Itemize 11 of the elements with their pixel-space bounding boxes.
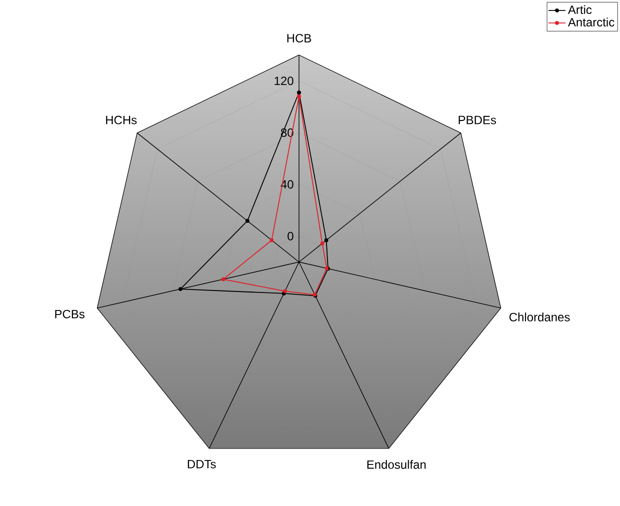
- spoke-label: HCHs: [106, 116, 137, 124]
- spoke-label: PBDEs: [458, 116, 496, 124]
- spoke-label: Chlordanes: [509, 312, 570, 322]
- y-tick-label: 0: [288, 232, 294, 240]
- spoke-label: DDTs: [188, 460, 216, 468]
- legend-label: Antarctic: [568, 18, 614, 26]
- spoke-label: PCBs: [55, 310, 84, 318]
- spoke-label: Endosulfan: [367, 460, 426, 469]
- y-tick-label: 120: [274, 76, 294, 86]
- legend-label: Artic: [568, 5, 592, 14]
- spoke-label: HCB: [287, 34, 312, 42]
